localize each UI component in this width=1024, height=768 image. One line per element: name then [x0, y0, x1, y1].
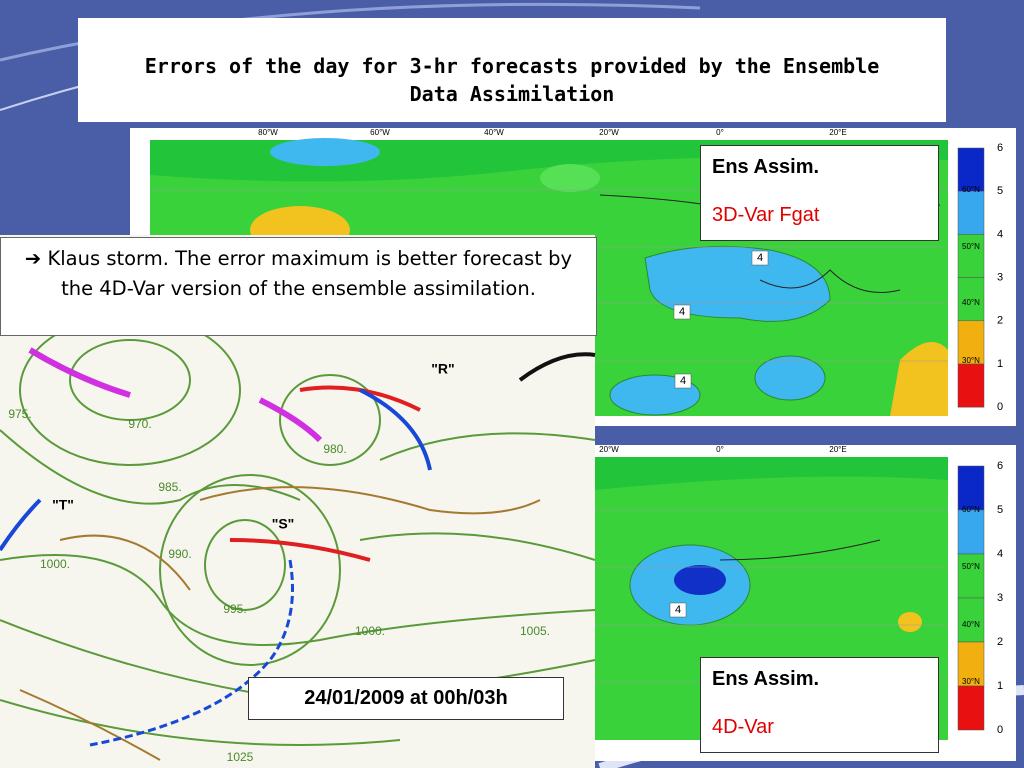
- colorbar-segment: [957, 190, 985, 235]
- lat-label: 40°N: [962, 298, 980, 307]
- map-label: Ens Assim.: [712, 668, 820, 690]
- system-label: "R": [431, 361, 454, 377]
- map-label: 3D-Var Fgat: [712, 204, 820, 226]
- contour-label: 4: [757, 252, 763, 264]
- date-text: 24/01/2009 at 00h/03h: [304, 687, 508, 709]
- contour-label: 4: [680, 375, 686, 387]
- map-label: Ens Assim.: [712, 156, 820, 178]
- colorbar-segment: [957, 641, 985, 687]
- colorbar-segment: [957, 465, 985, 511]
- lon-label: 0°: [716, 445, 724, 454]
- title-text: Errors of the day for 3-hr forecasts pro…: [144, 54, 880, 106]
- lon-label: 20°E: [829, 445, 846, 454]
- isobar-label: 975.: [8, 407, 31, 421]
- callout-text: Klaus storm. The error maximum is better…: [47, 247, 573, 300]
- colorbar-segment: [957, 320, 985, 365]
- map-label-box: Ens Assim. 4D-Var: [700, 657, 939, 753]
- map-label-box: Ens Assim. 3D-Var Fgat: [700, 145, 939, 241]
- isobar-label: 995.: [223, 602, 246, 616]
- colorbar-label: 2: [997, 636, 1003, 648]
- isobar-label: 1000.: [40, 557, 70, 571]
- colorbar-label: 4: [997, 548, 1003, 560]
- colorbar-label: 3: [997, 592, 1003, 604]
- callout: ➔ Klaus storm. The error maximum is bett…: [0, 237, 597, 336]
- colorbar-segment: [957, 234, 985, 278]
- colorbar-label: 4: [997, 228, 1003, 240]
- lon-label: 20°W: [599, 128, 619, 137]
- isobar-label: 1000.: [355, 624, 385, 638]
- colorbar-label: 6: [997, 460, 1003, 472]
- contour-label-bg: [669, 602, 687, 618]
- colorbar-label: 5: [997, 504, 1003, 516]
- contour-label-bg: [751, 250, 769, 266]
- map-label: 4D-Var: [712, 716, 774, 738]
- isobar-label: 985.: [158, 480, 181, 494]
- isobar-label: 1025: [227, 750, 254, 764]
- colorbar-segment: [957, 597, 985, 643]
- title: Errors of the day for 3-hr forecasts pro…: [78, 18, 946, 122]
- system-label: "S": [272, 516, 295, 532]
- lon-label: 20°E: [829, 128, 846, 137]
- contour-label: 4: [679, 306, 685, 318]
- colorbar-label: 0: [997, 724, 1003, 736]
- lat-label: 60°N: [962, 505, 980, 514]
- colorbar-segment: [957, 685, 985, 731]
- contour-label-bg: [674, 373, 692, 389]
- isobar-label: 980.: [323, 442, 346, 456]
- system-label: "T": [52, 497, 74, 513]
- colorbar-label: 6: [997, 142, 1003, 154]
- lon-label: 40°W: [484, 128, 504, 137]
- colorbar-segment: [957, 277, 985, 322]
- arrow-icon: ➔: [24, 247, 42, 270]
- lat-label: 30°N: [962, 677, 980, 686]
- lat-label: 30°N: [962, 356, 980, 365]
- lon-label: 60°W: [370, 128, 390, 137]
- isobar-label: 970.: [128, 417, 151, 431]
- date-box: 24/01/2009 at 00h/03h: [248, 677, 564, 720]
- lat-label: 60°N: [962, 185, 980, 194]
- colorbar-segment: [957, 509, 985, 555]
- lon-label: 0°: [716, 128, 724, 137]
- colorbar-segment: [957, 553, 985, 599]
- colorbar-segment: [957, 363, 985, 408]
- colorbar-label: 5: [997, 185, 1003, 197]
- lat-label: 50°N: [962, 242, 980, 251]
- colorbar-label: 3: [997, 272, 1003, 284]
- isobar-label: 1005.: [520, 624, 550, 638]
- contour-label: 4: [675, 604, 681, 616]
- lat-label: 40°N: [962, 620, 980, 629]
- colorbar-label: 0: [997, 401, 1003, 413]
- isobar-label: 990.: [168, 547, 191, 561]
- colorbar-label: 2: [997, 315, 1003, 327]
- contour-label-bg: [673, 304, 691, 320]
- colorbar-label: 1: [997, 680, 1003, 692]
- lat-label: 50°N: [962, 562, 980, 571]
- colorbar-label: 1: [997, 358, 1003, 370]
- lon-label: 20°W: [599, 445, 619, 454]
- lon-label: 80°W: [258, 128, 278, 137]
